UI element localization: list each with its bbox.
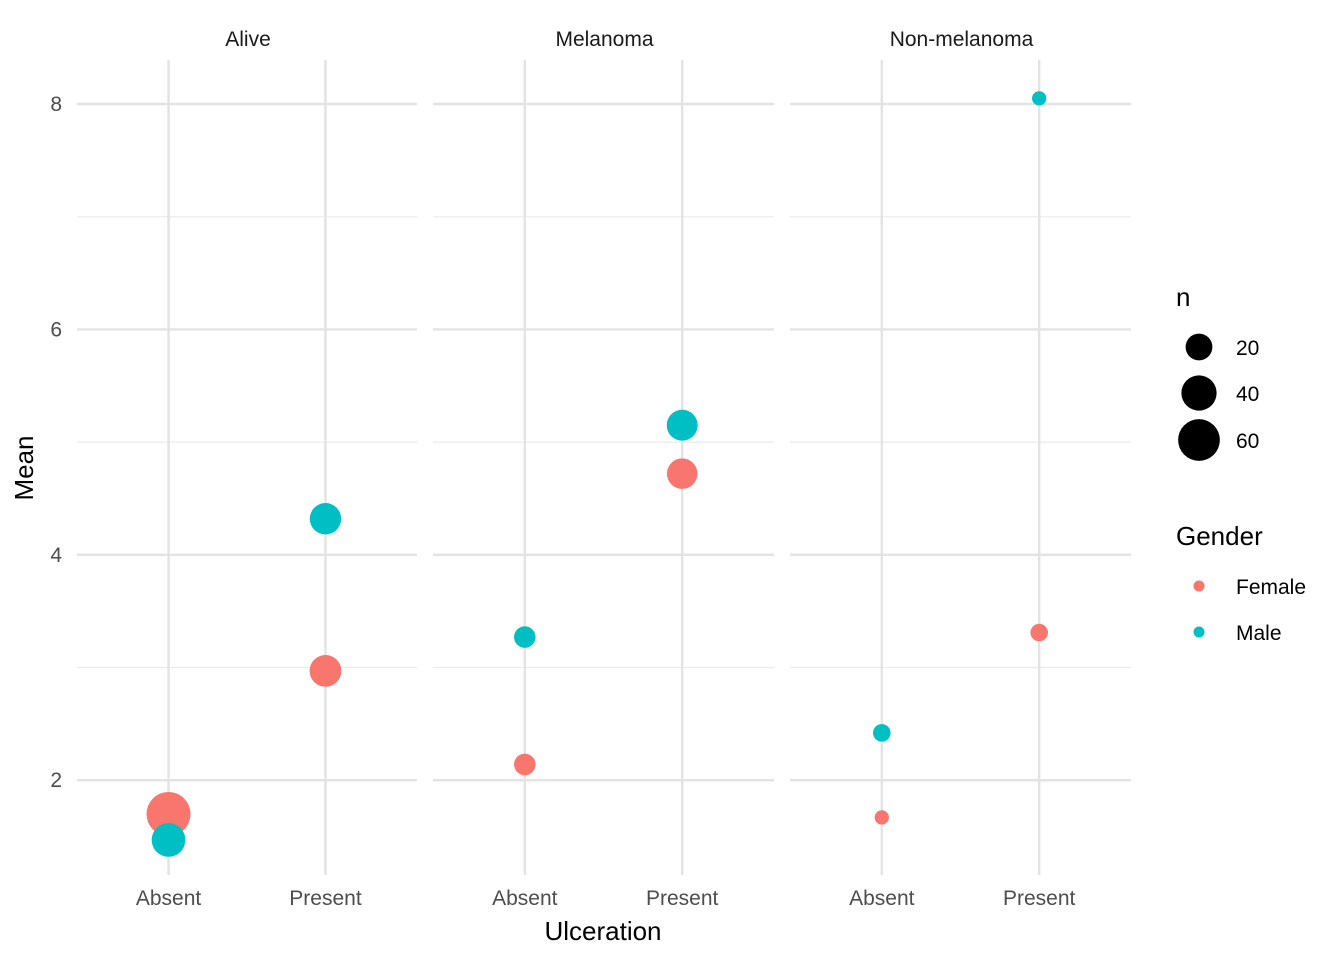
size-legend-key <box>1181 375 1217 411</box>
y-tick-label: 4 <box>50 544 62 567</box>
size-legend-label: 40 <box>1236 383 1259 406</box>
data-point-male <box>151 823 186 857</box>
data-point-male <box>666 409 698 441</box>
facet-panel: Absent Present Alive <box>77 28 417 910</box>
x-tick-label: Present <box>289 887 362 910</box>
gender-legend-key <box>1193 626 1205 638</box>
gender-legend-key <box>1193 580 1205 592</box>
data-point-female <box>146 792 191 837</box>
data-point-male <box>514 626 536 648</box>
x-tick-label: Absent <box>492 887 558 910</box>
size-legend-label: 20 <box>1236 337 1259 360</box>
gender-legend-title: Gender <box>1176 521 1263 551</box>
y-tick-label: 8 <box>50 93 62 116</box>
x-tick-label: Present <box>1003 887 1076 910</box>
y-tick-label: 2 <box>50 769 62 792</box>
gender-legend-label: Male <box>1236 622 1282 645</box>
y-tick-label: 6 <box>50 318 62 341</box>
size-legend: n 20 40 60 <box>1176 282 1259 461</box>
x-tick-label: Present <box>646 887 719 910</box>
size-legend-label: 60 <box>1236 430 1259 453</box>
gender-legend-label: Female <box>1236 576 1306 599</box>
facet-strip-label: Melanoma <box>555 28 653 51</box>
gender-legend: Gender Female Male <box>1176 521 1306 645</box>
data-point-female <box>1030 623 1048 642</box>
size-legend-key <box>1185 333 1213 361</box>
x-tick-label: Absent <box>136 887 202 910</box>
facet-panel: Absent Present Melanoma <box>433 28 774 910</box>
data-point-male <box>1032 91 1047 106</box>
data-point-female <box>666 458 698 489</box>
data-point-female <box>309 654 342 687</box>
facet-panel: Absent Present Non-melanoma <box>790 28 1131 910</box>
y-axis-title: Mean <box>9 435 39 500</box>
facet-strip-label: Alive <box>225 28 271 51</box>
size-legend-title: n <box>1176 282 1190 312</box>
data-point-male <box>873 724 891 742</box>
data-point-female <box>874 810 889 825</box>
x-axis-title: Ulceration <box>544 916 661 946</box>
x-tick-label: Absent <box>849 887 915 910</box>
facet-strip-label: Non-melanoma <box>890 28 1034 51</box>
data-point-female <box>514 753 536 776</box>
data-point-male <box>309 503 342 535</box>
size-legend-key <box>1178 419 1220 461</box>
